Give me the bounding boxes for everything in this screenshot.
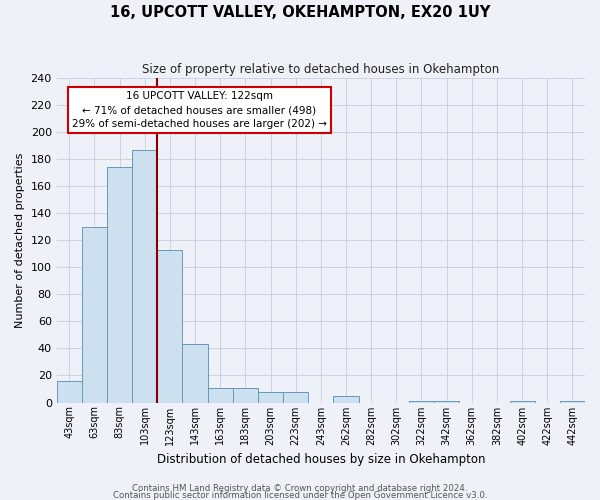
Bar bbox=[208, 388, 233, 402]
Text: Contains HM Land Registry data © Crown copyright and database right 2024.: Contains HM Land Registry data © Crown c… bbox=[132, 484, 468, 493]
Bar bbox=[157, 250, 182, 402]
Bar bbox=[56, 381, 82, 402]
Bar bbox=[434, 401, 459, 402]
Bar bbox=[182, 344, 208, 403]
Bar bbox=[283, 392, 308, 402]
Title: Size of property relative to detached houses in Okehampton: Size of property relative to detached ho… bbox=[142, 62, 499, 76]
Bar bbox=[560, 401, 585, 402]
Text: 16, UPCOTT VALLEY, OKEHAMPTON, EX20 1UY: 16, UPCOTT VALLEY, OKEHAMPTON, EX20 1UY bbox=[110, 5, 490, 20]
Bar bbox=[258, 392, 283, 402]
Y-axis label: Number of detached properties: Number of detached properties bbox=[15, 152, 25, 328]
Text: Contains public sector information licensed under the Open Government Licence v3: Contains public sector information licen… bbox=[113, 491, 487, 500]
X-axis label: Distribution of detached houses by size in Okehampton: Distribution of detached houses by size … bbox=[157, 453, 485, 466]
Bar bbox=[409, 401, 434, 402]
Text: 16 UPCOTT VALLEY: 122sqm
← 71% of detached houses are smaller (498)
29% of semi-: 16 UPCOTT VALLEY: 122sqm ← 71% of detach… bbox=[72, 91, 327, 129]
Bar bbox=[233, 388, 258, 402]
Bar bbox=[334, 396, 359, 402]
Bar bbox=[82, 227, 107, 402]
Bar bbox=[132, 150, 157, 402]
Bar bbox=[509, 401, 535, 402]
Bar bbox=[107, 168, 132, 402]
